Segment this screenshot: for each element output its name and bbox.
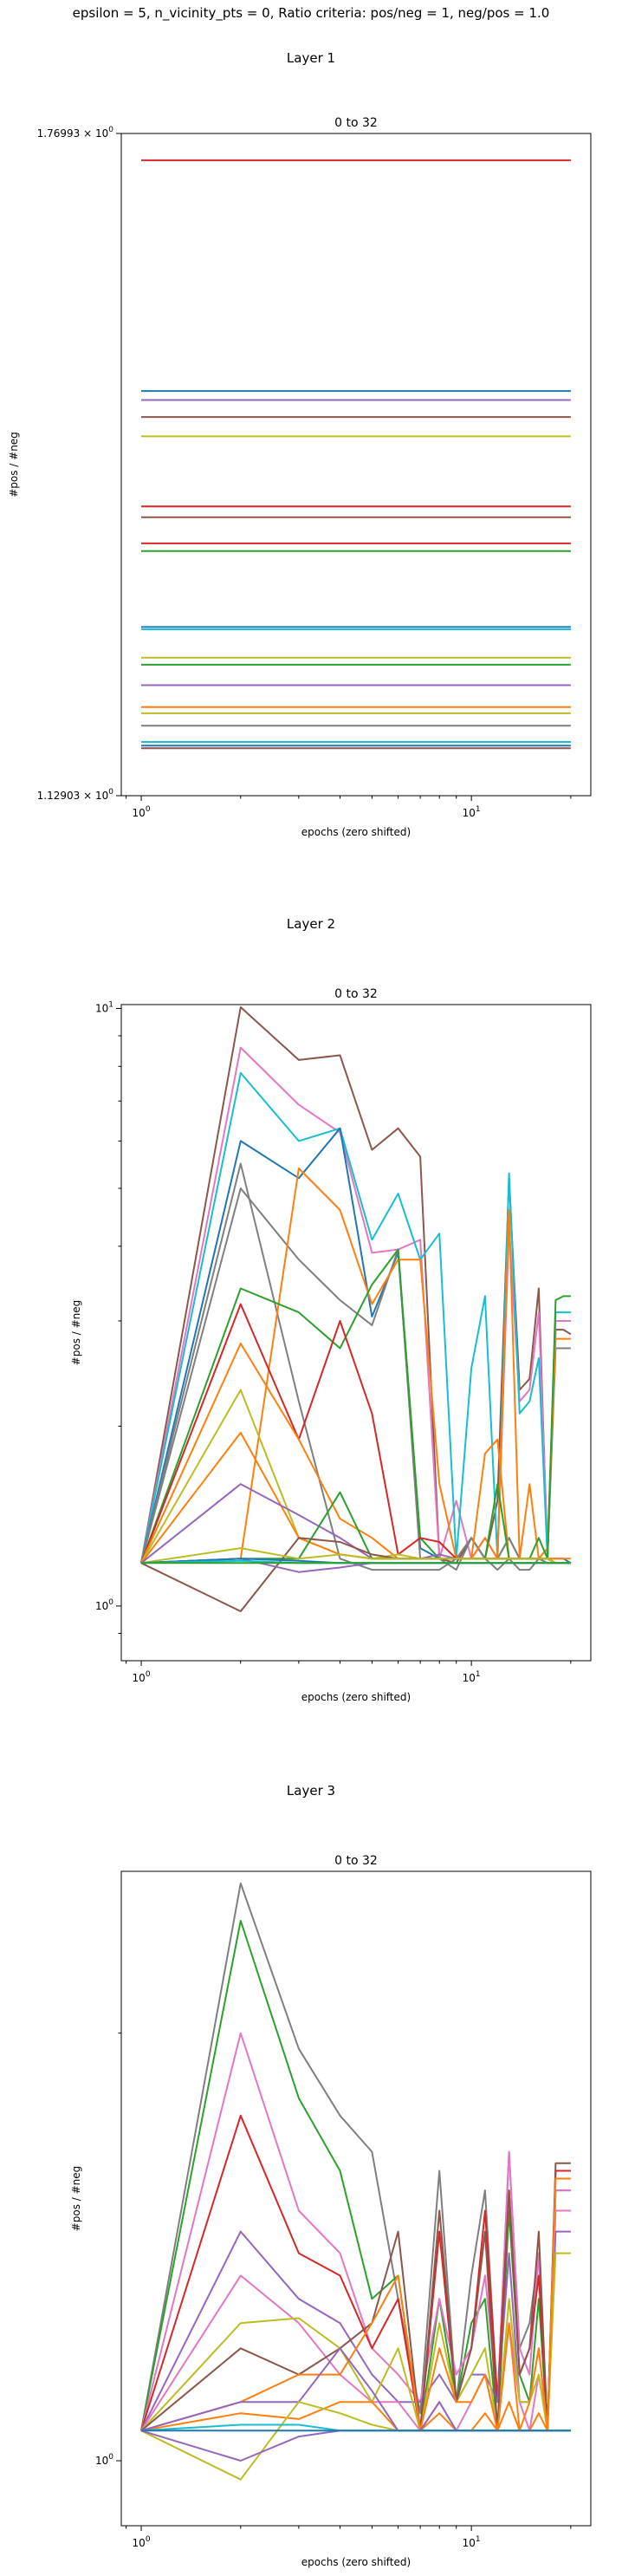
series-line-14 — [140, 2423, 571, 2432]
y-axis-label: #pos / #neg — [70, 2166, 82, 2232]
series-line-15 — [140, 1537, 571, 1612]
x-axis-label: epochs (zero shifted) — [301, 2556, 411, 2568]
x-tick-label: 100 — [133, 2535, 151, 2549]
x-axis-ticks: 100 101 — [126, 1661, 572, 1684]
series-line-3 — [140, 1071, 571, 1564]
x-tick-label: 100 — [133, 805, 151, 819]
series-line-10 — [140, 2401, 571, 2432]
series-lines — [141, 159, 571, 750]
x-tick-label: 101 — [463, 805, 481, 819]
y-axis-label: #pos / #neg — [8, 432, 20, 498]
chart-title: 0 to 32 — [334, 1854, 378, 1868]
series-line-13 — [140, 2430, 571, 2462]
x-axis-label: epochs (zero shifted) — [301, 826, 411, 838]
y-axis-label: #pos / #neg — [70, 1300, 82, 1366]
layer-3-title: Layer 3 — [286, 1783, 336, 1799]
layer-2-title: Layer 2 — [286, 916, 336, 932]
x-tick-label: 101 — [463, 1670, 481, 1684]
y-axis-ticks: 100 — [95, 2033, 121, 2467]
axes-frame — [120, 1004, 592, 1662]
figure-suptitle: epsilon = 5, n_vicinity_pts = 0, Ratio c… — [72, 5, 550, 21]
y-tick-label: 1.12903 × 100 — [37, 788, 114, 802]
chart-title: 0 to 32 — [334, 987, 378, 1001]
series-lines — [140, 1882, 571, 2481]
series-line-9 — [140, 2177, 571, 2432]
chart-title: 0 to 32 — [334, 116, 378, 130]
y-tick-label: 100 — [95, 2453, 113, 2467]
layer-2-chart: 100 101 100 101 0 to 32 epochs (zero shifted)… — [70, 987, 592, 1703]
x-axis-ticks: 100 101 — [126, 2526, 572, 2549]
y-tick-label: 100 — [95, 1598, 113, 1612]
series-line-7 — [140, 1168, 571, 1564]
y-axis-ticks: 100 101 — [95, 1000, 121, 1634]
x-tick-label: 100 — [133, 1670, 151, 1684]
x-tick-label: 101 — [463, 2535, 481, 2549]
series-line-17 — [140, 1547, 571, 1564]
x-axis-ticks: 100 101 — [126, 796, 572, 819]
series-line-8 — [140, 2162, 571, 2432]
x-axis-label: epochs (zero shifted) — [301, 1691, 411, 1703]
axes-frame — [120, 133, 592, 797]
axes-frame — [120, 1870, 592, 2527]
series-lines — [140, 1006, 572, 1612]
layer-3-chart: 100 101 100 0 to 32 epochs (zero shifted) #po… — [70, 1854, 592, 2568]
layer-1-title: Layer 1 — [286, 50, 336, 66]
series-line-10 — [140, 1343, 571, 1564]
y-tick-label: 101 — [95, 1000, 113, 1014]
layer-1-chart: 100 101 1.12903 × 100 1.76993 × 100 0 to 32 e… — [8, 116, 592, 838]
y-tick-label: 1.76993 × 100 — [37, 126, 114, 140]
y-axis-ticks: 1.12903 × 100 1.76993 × 100 — [37, 126, 121, 802]
series-line-12 — [140, 2401, 571, 2481]
